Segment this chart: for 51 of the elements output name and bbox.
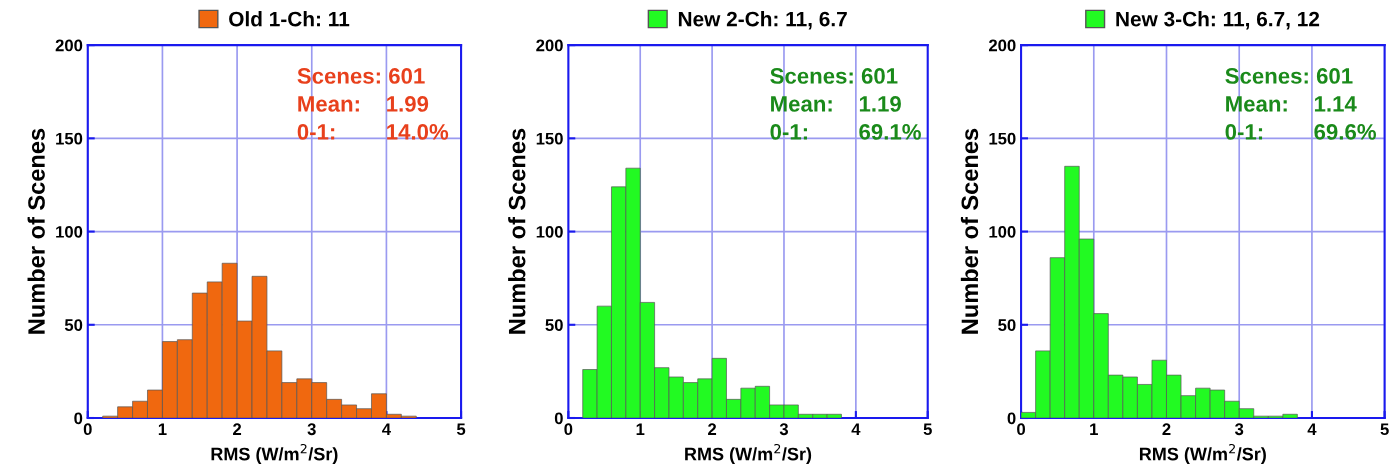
legend-label: Old 1-Ch: 11 [229,11,350,27]
y-tick-label: 0 [74,412,83,425]
x-axis-title: RMS (W/m$^{2}$/Sr) [211,443,338,464]
x-tick-label: 2 [708,423,717,435]
y-tick-label: 200 [536,39,563,52]
y-tick-label: 50 [64,319,83,331]
y-axis-title: Number of Scenes [27,128,45,334]
y-tick-label: 50 [545,319,563,331]
annotation: 0-1: 69.1% [770,124,921,140]
x-tick-label: 3 [1234,423,1244,436]
annotation: 0-1: 69.6% [1225,124,1376,140]
x-tick-label: 0 [1017,423,1026,436]
annotation: Mean: 1.99 [298,96,429,112]
y-tick-label: 200 [55,39,83,52]
x-tick-label: 5 [923,423,932,436]
y-tick-label: 50 [998,319,1016,331]
x-tick-label: 0 [83,423,92,436]
y-tick-label: 100 [56,225,83,238]
y-tick-label: 100 [536,225,563,238]
x-tick-label: 3 [779,423,789,436]
y-tick-label: 0 [1007,412,1016,425]
y-tick-label: 100 [989,225,1016,238]
annotation: Mean: 1.19 [771,96,901,112]
x-tick-label: 4 [851,423,861,435]
annotation: Scenes: 601 [1225,68,1353,84]
annotation: Scenes: 601 [770,68,898,84]
y-tick-label: 150 [536,132,563,145]
x-tick-label: 1 [1090,423,1098,435]
x-tick-label: 4 [382,423,391,435]
x-tick-label: 1 [158,423,167,435]
x-tick-label: 4 [1307,423,1317,435]
annotation: Mean: 1.14 [1226,96,1357,112]
y-axis-title: Number of Scenes [960,128,979,334]
annotation: 0-1: 14.0% [297,124,449,140]
x-tick-label: 5 [456,423,466,436]
x-tick-label: 2 [233,423,242,435]
y-tick-label: 150 [56,132,83,145]
x-tick-label: 2 [1162,423,1171,435]
y-tick-label: 0 [554,412,563,425]
x-tick-label: 0 [564,423,573,436]
y-tick-label: 200 [988,39,1016,52]
x-tick-label: 1 [636,423,645,435]
y-tick-label: 150 [989,132,1016,145]
legend-label: New 2-Ch: 11, 6.7 [678,11,847,30]
x-axis-title: RMS (W/m$^{2}$/Sr) [685,443,812,464]
x-tick-label: 3 [307,423,316,436]
x-axis-title: RMS (W/m$^{2}$/Sr) [1139,443,1266,464]
annotation: Scenes: 601 [297,68,425,84]
y-axis-title: Number of Scenes [508,128,526,334]
x-tick-label: 5 [1380,423,1389,436]
legend-label: New 3-Ch: 11, 6.7, 12 [1116,11,1320,30]
